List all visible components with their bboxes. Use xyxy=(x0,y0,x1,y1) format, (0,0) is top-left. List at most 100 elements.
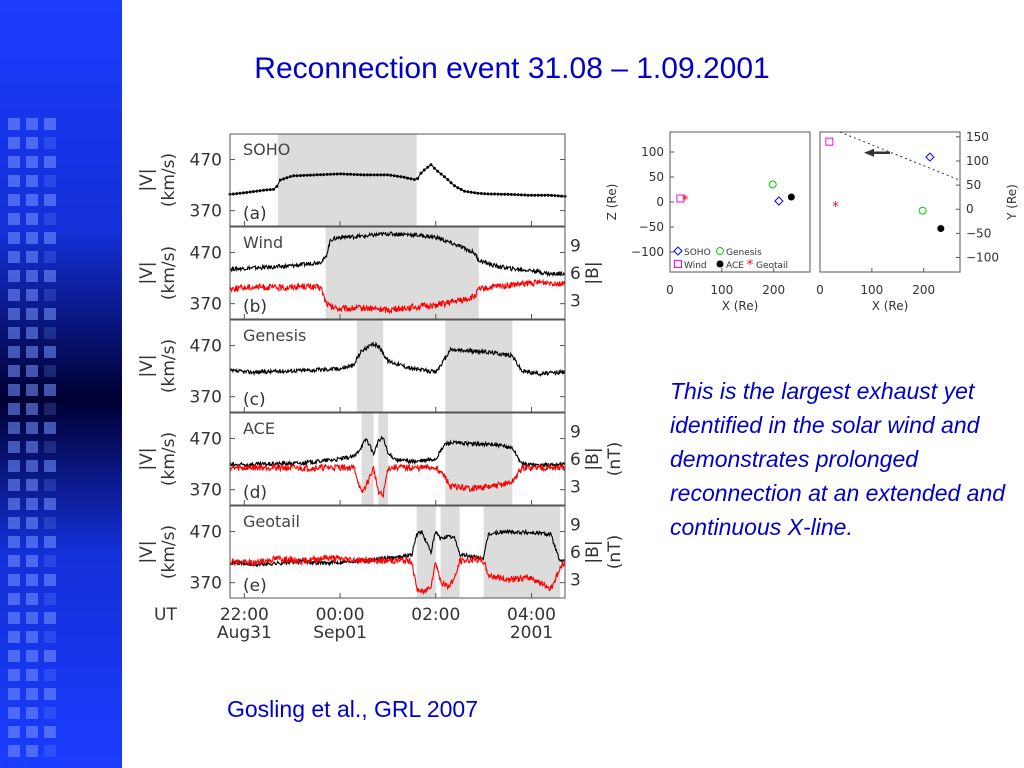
right-axis-label: |B| xyxy=(583,261,603,284)
panel-frame xyxy=(229,226,566,320)
data-point xyxy=(456,186,460,190)
sidebar-square xyxy=(8,346,20,358)
data-point xyxy=(439,172,443,176)
x-tick-label: 0 xyxy=(816,283,824,297)
data-point xyxy=(278,178,282,182)
sidebar-square xyxy=(26,403,38,415)
sidebar-square xyxy=(26,726,38,738)
marker-filled-circle xyxy=(716,260,724,268)
data-point xyxy=(493,192,497,196)
shaded-interval xyxy=(416,506,436,598)
sidebar-square xyxy=(44,536,56,548)
sidebar-square xyxy=(44,688,56,700)
sidebar-square xyxy=(44,308,56,320)
sidebar-square xyxy=(44,422,56,434)
sidebar-square xyxy=(44,346,56,358)
marker-filled-circle xyxy=(937,225,945,233)
sidebar-square xyxy=(44,365,56,377)
marker-filled-circle xyxy=(787,193,795,201)
right-axis-label: |B| xyxy=(583,540,603,563)
sidebar-square xyxy=(44,327,56,339)
y-tick-label: 470 xyxy=(190,523,222,543)
data-point xyxy=(396,174,399,178)
marker-circle xyxy=(918,206,927,215)
y-tick-label: 100 xyxy=(641,145,664,159)
right-tick-label: 3 xyxy=(570,292,581,312)
data-point xyxy=(406,176,410,180)
sidebar-square xyxy=(8,194,20,206)
panel-genesis: 470 370 |V| (km/s) Genesis (c) xyxy=(137,319,566,413)
sidebar-square xyxy=(44,270,56,282)
data-point xyxy=(265,188,269,192)
y-tick-label: 370 xyxy=(190,481,222,501)
series-b-line xyxy=(230,554,566,595)
data-point xyxy=(262,188,265,192)
sidebar-square xyxy=(26,175,38,187)
data-point xyxy=(509,193,513,196)
data-point xyxy=(305,173,309,177)
sidebar-square xyxy=(26,498,38,510)
data-point xyxy=(489,192,493,196)
y-tick-label: −100 xyxy=(966,251,999,265)
sidebar-square xyxy=(8,536,20,548)
sidebar-square xyxy=(26,327,38,339)
shaded-interval xyxy=(445,413,513,505)
marker-asterisk: * xyxy=(682,194,689,209)
data-point xyxy=(556,194,560,198)
data-point xyxy=(241,191,245,195)
marker-diamond xyxy=(673,246,683,256)
sidebar-square xyxy=(26,213,38,225)
right-axis-label: |B| xyxy=(583,447,603,470)
x-line-trace xyxy=(839,131,961,181)
data-point xyxy=(533,193,537,197)
y-axis-label: |V| xyxy=(137,540,157,563)
marker-circle xyxy=(716,247,724,255)
sidebar-square xyxy=(8,441,20,453)
sidebar-square xyxy=(44,517,56,529)
data-point xyxy=(436,169,440,173)
x-tick-date: Aug31 xyxy=(217,623,272,643)
sidebar-square xyxy=(8,403,20,415)
sidebar-square xyxy=(26,118,38,130)
sidebar-square xyxy=(26,517,38,529)
y-tick-label: 150 xyxy=(966,130,989,144)
motion-arrow-head xyxy=(864,148,874,157)
y-axis-label: Z (Re) xyxy=(605,184,619,221)
y-axis-label: (km/s) xyxy=(159,339,179,393)
series-v-line xyxy=(229,341,566,378)
data-point xyxy=(238,191,242,195)
right-tick-label: 3 xyxy=(570,478,581,498)
marker-square xyxy=(674,260,682,268)
panel-ace: 470 370 |V| (km/s) 9 6 3|B| (nT) ACE (d) xyxy=(137,412,625,506)
sidebar-square xyxy=(8,251,20,263)
sidebar-square xyxy=(26,156,38,168)
data-point xyxy=(419,171,423,175)
sidebar-square xyxy=(8,365,20,377)
data-point xyxy=(248,190,252,194)
citation: Gosling et al., GRL 2007 xyxy=(227,696,479,722)
right-tick-label: 9 xyxy=(570,422,581,442)
sidebar-square xyxy=(44,669,56,681)
sidebar-square xyxy=(26,707,38,719)
sidebar-square xyxy=(44,118,56,130)
x-tick-date: 2001 xyxy=(510,623,553,643)
x-axis-label: X (Re) xyxy=(872,299,909,313)
right-tick-label: 6 xyxy=(570,450,581,470)
sidebar-square xyxy=(8,555,20,567)
panel-wind: 470 370 |V| (km/s) 9 6 3|B| Wind (b) xyxy=(137,226,603,320)
sidebar-square xyxy=(8,650,20,662)
data-point xyxy=(268,188,272,192)
data-point xyxy=(560,194,564,198)
legend-label: ACE xyxy=(726,261,744,271)
data-point xyxy=(275,184,279,188)
x-axis-label: X (Re) xyxy=(722,299,759,313)
data-point xyxy=(375,173,379,177)
y-tick-label: 100 xyxy=(966,154,989,168)
data-point xyxy=(339,172,343,176)
data-point xyxy=(536,193,540,197)
sidebar-square xyxy=(26,441,38,453)
x-tick-label: 100 xyxy=(860,283,883,297)
data-point xyxy=(322,173,326,177)
y-tick-label: 50 xyxy=(649,170,664,184)
sidebar-square xyxy=(26,745,38,757)
